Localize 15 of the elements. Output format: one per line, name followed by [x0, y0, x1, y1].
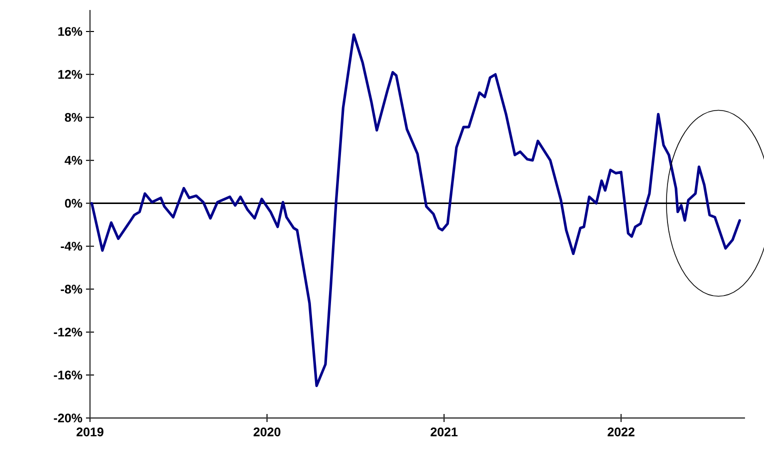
x-tick-label: 2019	[76, 428, 104, 436]
y-tick-label: 0%	[64, 198, 82, 208]
y-tick-label: -16%	[54, 370, 82, 380]
y-tick-label: -20%	[54, 414, 82, 422]
y-tick-label: 12%	[58, 70, 82, 79]
x-tick-label: 2022	[608, 428, 634, 436]
y-tick-label: 4%	[64, 156, 82, 165]
y-tick-label: -4%	[60, 242, 82, 251]
y-tick-label: -8%	[60, 284, 82, 294]
y-tick-label: 16%	[58, 27, 82, 36]
x-tick-label: 2020	[254, 428, 280, 436]
y-tick-label: -12%	[54, 328, 82, 336]
x-tick-label: 2021	[430, 428, 458, 436]
line-series	[90, 33, 741, 388]
y-tick-label: 8%	[64, 112, 82, 122]
